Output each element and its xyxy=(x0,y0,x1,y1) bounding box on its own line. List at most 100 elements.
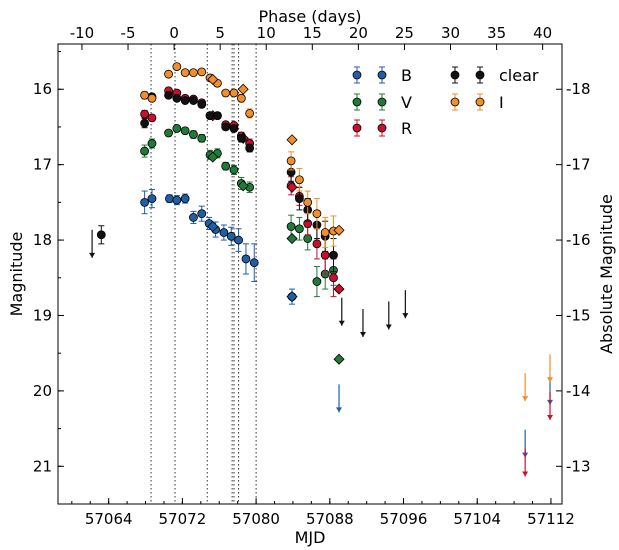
data-point-clear xyxy=(172,93,182,103)
data-point-B xyxy=(165,194,174,203)
data-point-I xyxy=(312,209,322,219)
data-point-clear xyxy=(229,124,239,133)
legend-marker xyxy=(377,70,387,80)
data-point-V xyxy=(164,128,173,138)
upper-limit-arrowhead xyxy=(338,320,345,326)
data-point-I xyxy=(172,62,182,72)
legend-marker xyxy=(352,123,362,133)
series-B xyxy=(140,189,554,458)
data-point-clear xyxy=(96,230,106,240)
diamond-point-V xyxy=(286,232,298,245)
data-point-I xyxy=(140,90,150,100)
abs-mag-tick-label: -17 xyxy=(566,156,591,174)
data-point-B xyxy=(140,197,150,207)
legend-item-clear: clear xyxy=(450,66,539,85)
diamond-point-B xyxy=(286,291,298,303)
data-point-V xyxy=(312,277,322,286)
abs-mag-tick-label: -18 xyxy=(566,80,591,98)
legend-marker xyxy=(475,70,485,80)
data-point-B xyxy=(219,228,229,237)
y-tick-label: 21 xyxy=(33,457,52,475)
phase-tick-label: 40 xyxy=(533,24,552,42)
legend-marker xyxy=(377,97,387,107)
abs-mag-tick-label: -13 xyxy=(566,457,591,475)
data-point-I xyxy=(221,88,231,98)
data-point-clear xyxy=(236,133,246,143)
legend-label: clear xyxy=(499,66,539,85)
data-point-R xyxy=(147,113,157,123)
legend-label: R xyxy=(401,119,412,138)
legend-marker xyxy=(450,70,460,80)
data-point-I xyxy=(164,69,173,79)
legend-item-I: I xyxy=(450,93,504,112)
data-point-I xyxy=(236,93,246,103)
x-tick-label: 57064 xyxy=(85,510,133,528)
x-axis-title: MJD xyxy=(295,528,326,547)
data-point-R xyxy=(312,239,322,249)
data-point-V xyxy=(172,124,182,133)
data-point-I xyxy=(229,88,239,98)
x-tick-label: 57072 xyxy=(159,510,207,528)
legend-item-R: R xyxy=(352,119,412,138)
legend-marker xyxy=(450,97,460,107)
x-tick-label: 57096 xyxy=(380,510,428,528)
x-tick-label: 57104 xyxy=(453,510,501,528)
y-tick-label: 16 xyxy=(33,80,52,98)
data-point-I xyxy=(197,67,207,77)
data-point-B xyxy=(189,213,198,222)
phase-tick-label: 0 xyxy=(169,24,179,42)
data-point-B xyxy=(249,258,259,268)
data-point-V xyxy=(180,126,190,136)
data-point-clear xyxy=(295,194,304,203)
legend-marker xyxy=(352,70,362,80)
data-point-clear xyxy=(197,99,207,109)
legend-label: B xyxy=(401,66,412,85)
diamond-point-I xyxy=(207,73,219,86)
diamond-point-V xyxy=(207,151,219,163)
upper-limit-arrowhead xyxy=(402,313,409,319)
axis-ticks: 57064 57072 57080 57088 57096 57104 57112 -10 -5… xyxy=(33,24,591,528)
data-point-I xyxy=(147,93,157,103)
data-point-I xyxy=(286,156,296,166)
y-tick-label: 18 xyxy=(33,231,52,249)
legend-marker xyxy=(475,97,485,107)
data-point-I xyxy=(180,68,190,78)
phase-tick-label: 35 xyxy=(487,24,506,42)
data-point-clear xyxy=(164,90,173,100)
upper-limit-arrowhead xyxy=(89,252,96,258)
data-point-V xyxy=(189,130,198,139)
data-point-V xyxy=(303,234,313,243)
series-R xyxy=(140,86,554,477)
abs-mag-tick-label: -16 xyxy=(566,231,591,249)
data-point-R xyxy=(329,273,338,283)
series-I xyxy=(140,62,554,402)
data-points xyxy=(89,62,554,477)
upper-limit-arrowhead xyxy=(359,332,366,338)
data-point-V xyxy=(229,165,239,175)
x-tick-label: 57088 xyxy=(306,510,354,528)
top-axis-title: Phase (days) xyxy=(258,7,361,26)
data-point-clear xyxy=(245,143,255,153)
data-point-B xyxy=(147,194,157,203)
legend-label: V xyxy=(401,93,412,112)
upper-limit-arrowhead xyxy=(336,407,343,413)
phase-tick-label: 25 xyxy=(395,24,414,42)
upper-limit-arrowhead xyxy=(522,396,529,402)
data-point-V xyxy=(140,146,150,156)
upper-limit-arrowhead xyxy=(385,324,392,330)
phase-tick-label: 10 xyxy=(257,24,276,42)
y-tick-label: 19 xyxy=(33,306,52,324)
data-point-B xyxy=(180,194,190,203)
phase-tick-label: 15 xyxy=(303,24,322,42)
data-point-V xyxy=(295,224,304,234)
data-point-I xyxy=(320,228,330,237)
phase-tick-label: 30 xyxy=(441,24,460,42)
legend-item-V: V xyxy=(352,93,412,112)
diamond-point-R xyxy=(333,283,345,295)
legend-item-B: B xyxy=(352,66,412,85)
data-point-V xyxy=(286,222,296,231)
data-point-I xyxy=(303,197,313,207)
data-point-V xyxy=(197,133,207,143)
abs-mag-tick-label: -14 xyxy=(566,382,591,400)
